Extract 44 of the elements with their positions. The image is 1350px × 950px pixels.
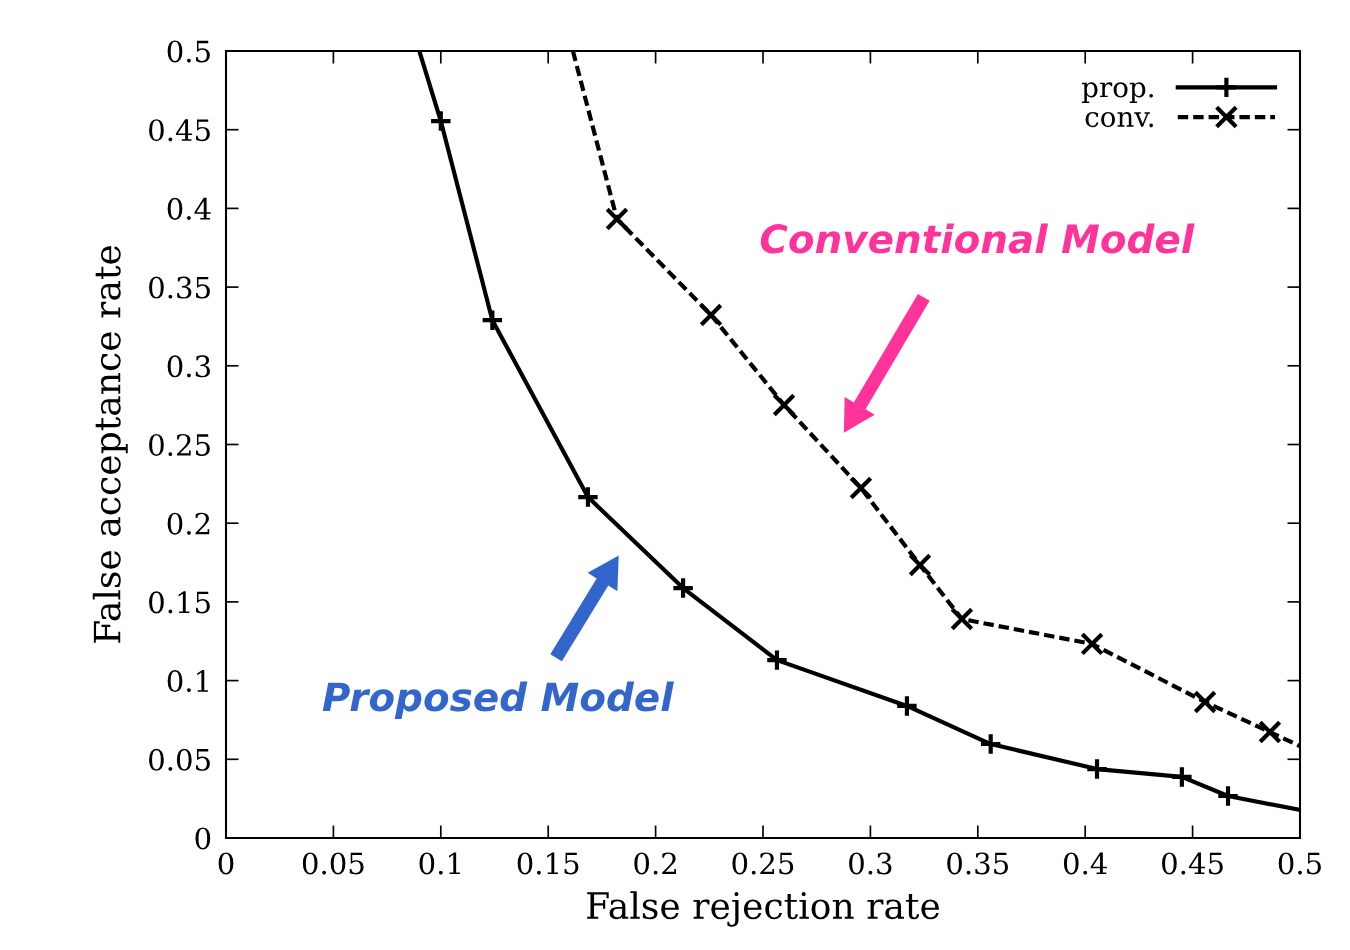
point (1258, 720, 1282, 744)
point (1193, 690, 1217, 714)
y-tick-label: 0.2 (167, 512, 210, 535)
legend-label: conv. (1085, 111, 1153, 128)
x-tick-label: 0.35 (947, 852, 1009, 875)
y-tick-label: 0.15 (149, 591, 210, 614)
annotation: Proposed Model (322, 681, 674, 720)
y-tick-label: 0.5 (167, 40, 210, 63)
point (908, 553, 932, 577)
point (895, 694, 919, 718)
point (772, 393, 796, 417)
y-tick-label: 0.05 (149, 748, 210, 771)
x-tick-label: 0.45 (1162, 852, 1223, 875)
point (576, 485, 600, 509)
x-tick-label: 0.4 (1063, 852, 1107, 875)
y-tick-label: 0.4 (167, 197, 211, 220)
x-tick-label: 0.1 (419, 852, 460, 875)
x-tick-label: 0.2 (634, 852, 676, 875)
y-tick-label: 0 (195, 827, 211, 850)
point (1085, 757, 1109, 781)
x-tick-label: 0 (218, 852, 234, 875)
x-tick-label: 0.25 (732, 852, 794, 875)
y-tick-label: 0.45 (149, 119, 210, 142)
y-tick-label: 0.3 (167, 355, 210, 378)
x-tick-label: 0.3 (849, 852, 892, 875)
x-tick-label: 0.5 (1278, 852, 1321, 875)
point (765, 648, 789, 672)
annotation: Conventional Model (760, 223, 1195, 254)
point (480, 308, 505, 332)
x-tick-label: 0.05 (302, 852, 364, 875)
legend-label: prop. (1081, 82, 1153, 103)
y-tick-label: 0.1 (167, 670, 208, 693)
y-tick-label: 0.35 (149, 276, 210, 299)
y-axis-title: False acceptance rate (92, 246, 128, 643)
point (605, 207, 629, 231)
x-tick-label: 0.15 (517, 852, 579, 875)
point (950, 607, 974, 631)
point (1080, 632, 1104, 656)
point (671, 576, 695, 600)
y-tick-label: 0.25 (149, 433, 210, 456)
x-axis-title: False rejection rate (587, 891, 940, 927)
point (849, 476, 873, 500)
point (699, 303, 723, 327)
point (1216, 784, 1240, 808)
